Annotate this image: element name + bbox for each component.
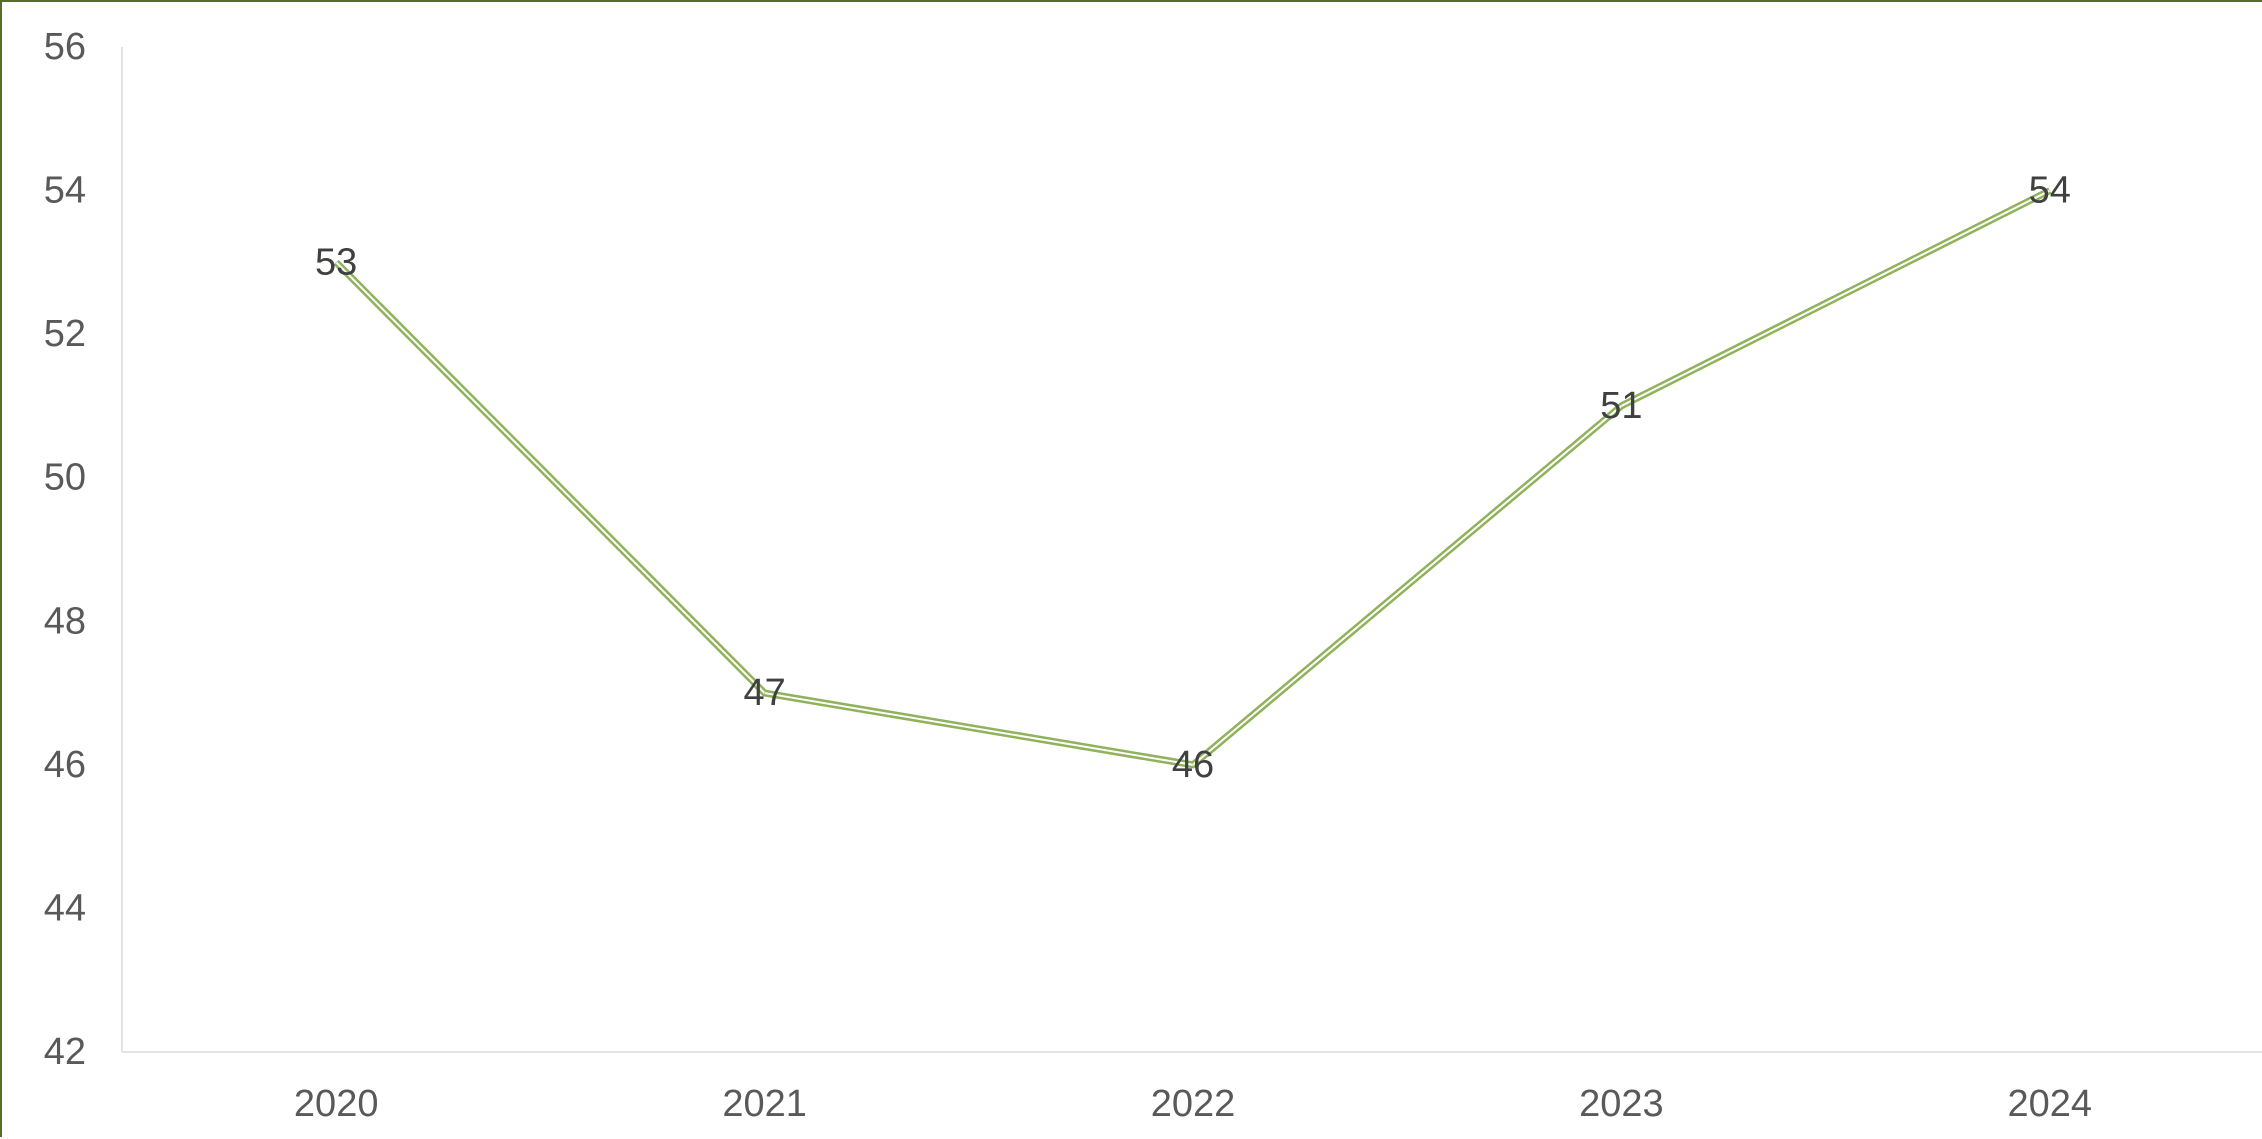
series-group: [333, 187, 2052, 769]
y-tick-label: 46: [44, 744, 86, 786]
data-point: [1192, 764, 1194, 766]
data-label: 47: [743, 672, 785, 714]
data-label: 54: [2029, 170, 2071, 212]
y-tick-label: 56: [44, 26, 86, 68]
y-axis-tick-labels: 42 44 46 48 50 52 54 56: [44, 26, 86, 1073]
x-tick-label: 2023: [1579, 1083, 1664, 1125]
data-label: 51: [1600, 385, 1642, 427]
series-line-inner: [335, 189, 2051, 766]
data-point: [764, 692, 766, 694]
data-point: [1620, 405, 1622, 407]
data-labels: 53 47 46 51 54: [315, 170, 2071, 786]
y-tick-label: 42: [44, 1031, 86, 1073]
y-tick-label: 54: [44, 170, 86, 212]
x-tick-label: 2022: [1151, 1083, 1236, 1125]
data-point: [335, 261, 337, 263]
data-point: [2049, 190, 2051, 192]
x-axis-tick-labels: 2020 2021 2022 2023 2024: [294, 1083, 2092, 1125]
y-tick-label: 48: [44, 600, 86, 642]
series-line-outer: [333, 187, 2052, 769]
x-tick-label: 2024: [2008, 1083, 2093, 1125]
y-tick-label: 50: [44, 457, 86, 499]
data-label: 53: [315, 241, 357, 283]
data-label: 46: [1172, 744, 1214, 786]
x-tick-label: 2020: [294, 1083, 379, 1125]
y-tick-label: 44: [44, 887, 86, 929]
y-tick-label: 52: [44, 313, 86, 355]
x-tick-label: 2021: [722, 1083, 807, 1125]
